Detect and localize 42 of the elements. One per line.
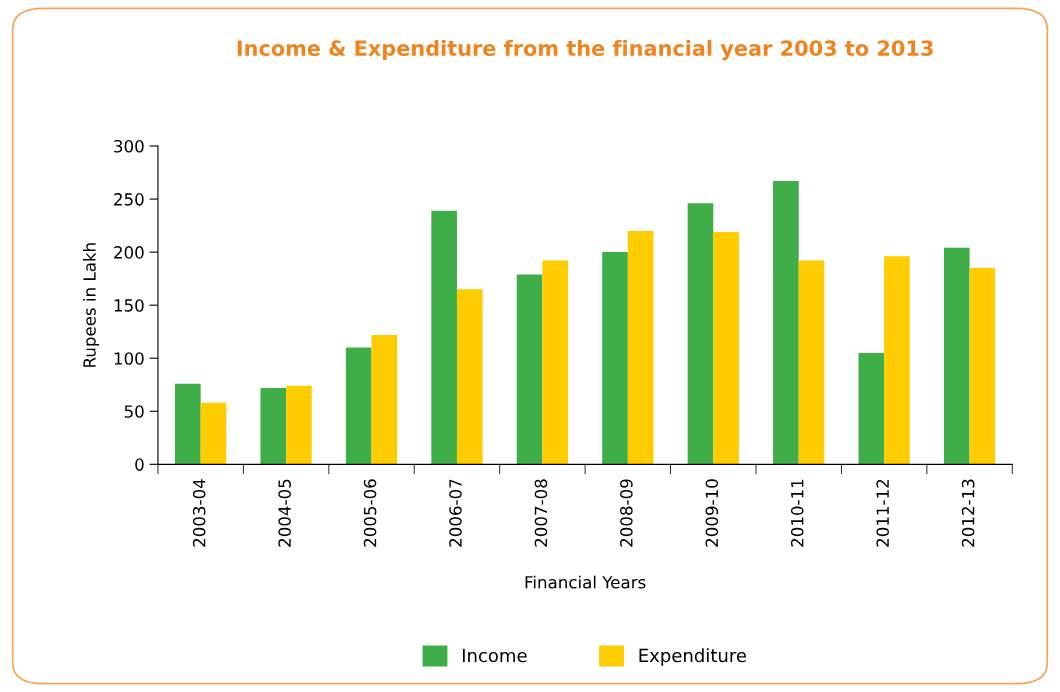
x-tick-label: 2012-13 (961, 479, 975, 547)
y-tick-label: 0 (135, 458, 144, 471)
x-tick-label: 2008-09 (620, 479, 633, 547)
bar (713, 231, 739, 465)
x-tick-label: 2007-08 (534, 479, 548, 547)
bar (345, 347, 372, 465)
y-tick-label: 150 (114, 299, 144, 312)
bar (884, 256, 910, 465)
x-tick-label: 2010-11 (790, 479, 804, 547)
bar (542, 260, 569, 465)
y-axis-title: Rupees in Lakh (82, 243, 100, 367)
bar (627, 230, 654, 465)
x-tick-label: 2004-05 (278, 479, 291, 547)
x-tick-label: 2006-07 (449, 479, 462, 547)
x-tick-label: 2003-04 (192, 479, 206, 547)
bar (969, 268, 996, 465)
x-axis-title: Financial Years (525, 575, 646, 589)
y-tick-label: 300 (114, 139, 144, 153)
bar (286, 385, 312, 465)
bar (431, 210, 457, 465)
legend-label: Income (462, 648, 527, 663)
bar (773, 181, 799, 465)
bar (687, 203, 714, 465)
x-tick-label: 2011-12 (876, 479, 889, 547)
y-tick-label: 50 (124, 405, 144, 418)
x-tick-label: 2009-10 (705, 479, 719, 547)
bar (456, 289, 483, 465)
bar (602, 252, 628, 465)
bar (175, 383, 201, 465)
y-tick-label: 100 (114, 352, 144, 365)
bar (516, 274, 543, 465)
bar (798, 260, 825, 465)
x-tick-label: 2005-06 (363, 479, 377, 547)
bar (858, 352, 885, 465)
bar (943, 247, 970, 465)
chart-title: Income & Expenditure from the financial year 2003 to 2013 (237, 39, 933, 61)
bar (371, 334, 398, 465)
bar (260, 387, 287, 465)
bar (200, 402, 227, 465)
y-tick-label: 200 (114, 246, 144, 259)
legend-label: Expenditure (639, 648, 747, 666)
y-tick-label: 250 (114, 193, 144, 206)
